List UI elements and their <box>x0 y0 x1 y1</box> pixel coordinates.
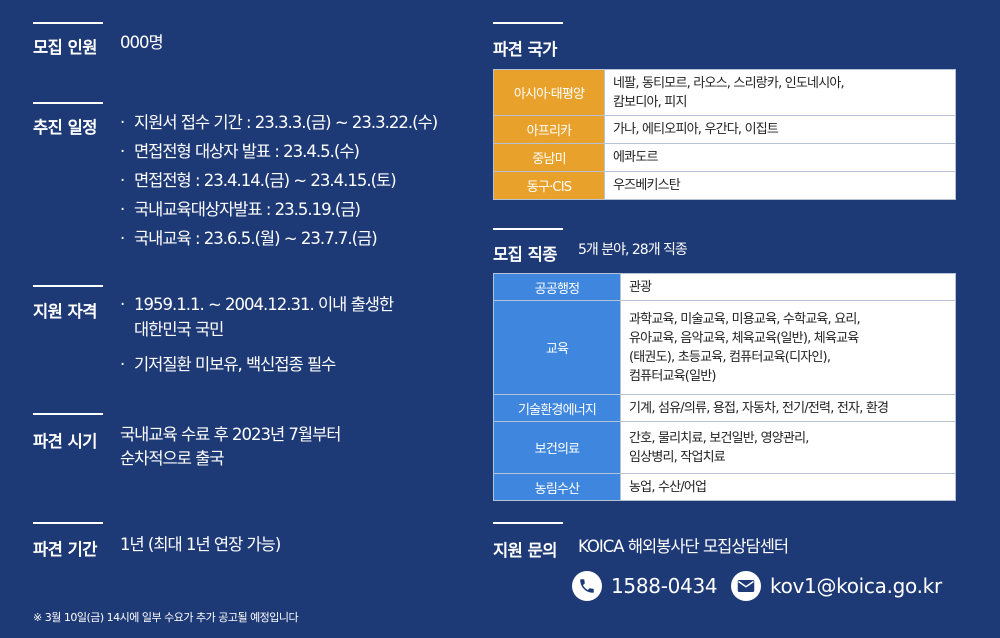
rule-schedule <box>33 102 103 104</box>
jobs-cell: 관광 <box>620 273 956 301</box>
rule-jobs <box>493 228 563 230</box>
dispatch-time-line: 국내교육 수료 후 2023년 7월부터 <box>120 425 341 444</box>
dispatch-period-value: 1년 (최대 1년 연장 가능) <box>120 535 281 554</box>
mail-icon <box>731 571 761 601</box>
email-address: kov1@koica.go.kr <box>770 574 942 598</box>
schedule-item: 면접전형 대상자 발표 : 23.4.5.(수) <box>120 137 437 166</box>
schedule-item: 국내교육 : 23.6.5.(월) ~ 23.7.7.(금) <box>120 224 437 253</box>
table-row: 아프리카 가나, 에티오피아, 우간다, 이집트 <box>493 115 956 144</box>
countries-table: 아시아·태평양 네팔, 동티모르, 라오스, 스리랑카, 인도네시아, 캄보디아… <box>493 69 956 200</box>
jobs-line: 간호, 물리치료, 보건일반, 영양관리, <box>629 430 809 446</box>
countries-cell: 우즈베키스탄 <box>604 171 956 200</box>
rule-qualification <box>33 285 103 287</box>
schedule-list: 지원서 접수 기간 : 23.3.3.(금) ~ 23.3.22.(수) 면접전… <box>120 108 438 253</box>
table-row: 기술환경에너지 기계, 섬유/의류, 용접, 자동차, 전기/전력, 전자, 환… <box>493 394 956 422</box>
jobs-line: 농업, 수산/어업 <box>629 479 707 495</box>
schedule-item: 지원서 접수 기간 : 23.3.3.(금) ~ 23.3.22.(수) <box>120 108 438 137</box>
jobs-line: 관광 <box>629 279 652 295</box>
field-cell: 농림수산 <box>493 473 621 501</box>
region-cell: 동구·CIS <box>493 171 605 200</box>
countries-cell: 네팔, 동티모르, 라오스, 스리랑카, 인도네시아, 캄보디아, 피지 <box>604 69 956 116</box>
table-row: 교육 과학교육, 미술교육, 미용교육, 수학교육, 요리, 유아교육, 음악교… <box>493 300 956 395</box>
table-row: 공공행정 관광 <box>493 273 956 301</box>
jobs-title: 모집 직종 <box>493 245 557 264</box>
rule-dispatch-time <box>33 413 103 415</box>
field-cell: 보건의료 <box>493 421 621 474</box>
dispatch-time-text: 국내교육 수료 후 2023년 7월부터 순차적으로 출국 <box>120 423 341 471</box>
jobs-line: 임상병리, 작업치료 <box>629 449 726 465</box>
qualification-list: 1959.1.1. ~ 2004.12.31. 이내 출생한 대한민국 국민 기… <box>120 292 394 377</box>
schedule-item: 국내교육대상자발표 : 23.5.19.(금) <box>120 195 437 224</box>
jobs-line: 과학교육, 미술교육, 미용교육, 수학교육, 요리, <box>629 311 861 327</box>
jobs-subtitle: 5개 분야, 28개 직종 <box>578 242 688 258</box>
countries-cell: 가나, 에티오피아, 우간다, 이집트 <box>604 115 956 144</box>
table-row: 농림수산 농업, 수산/어업 <box>493 473 956 501</box>
dispatch-time-line: 순차적으로 출국 <box>120 449 225 468</box>
phone-number: 1588-0434 <box>611 574 718 598</box>
inquiry-center: KOICA 해외봉사단 모집상담센터 <box>578 537 789 556</box>
jobs-cell: 간호, 물리치료, 보건일반, 영양관리, 임상병리, 작업치료 <box>620 421 956 474</box>
dispatch-time-title: 파견 시기 <box>33 432 97 451</box>
recruit-count-value: 000명 <box>120 33 164 52</box>
region-cell: 아프리카 <box>493 115 605 144</box>
footnote: ※ 3월 10일(금) 14시에 일부 수요가 추가 공고될 예정입니다 <box>33 611 299 624</box>
jobs-cell: 과학교육, 미술교육, 미용교육, 수학교육, 요리, 유아교육, 음악교육, … <box>620 300 956 395</box>
countries-line: 캄보디아, 피지 <box>613 94 687 110</box>
field-cell: 기술환경에너지 <box>493 394 621 422</box>
jobs-line: (태권도), 초등교육, 컴퓨터교육(디자인), <box>629 349 831 365</box>
dispatch-period-title: 파견 기간 <box>33 540 97 559</box>
jobs-table: 공공행정 관광 교육 과학교육, 미술교육, 미용교육, 수학교육, 요리, 유… <box>493 273 956 501</box>
table-row: 중남미 에콰도르 <box>493 143 956 172</box>
countries-cell: 에콰도르 <box>604 143 956 172</box>
qualification-title: 지원 자격 <box>33 302 97 321</box>
rule-dispatch-period <box>33 522 103 524</box>
jobs-line: 유아교육, 음악교육, 체육교육(일반), 체육교육 <box>629 330 859 346</box>
table-row: 아시아·태평양 네팔, 동티모르, 라오스, 스리랑카, 인도네시아, 캄보디아… <box>493 69 956 116</box>
rule-recruit <box>33 22 103 24</box>
inquiry-title: 지원 문의 <box>493 541 557 560</box>
table-row: 보건의료 간호, 물리치료, 보건일반, 영양관리, 임상병리, 작업치료 <box>493 421 956 474</box>
qualification-item: 1959.1.1. ~ 2004.12.31. 이내 출생한 <box>120 292 394 317</box>
field-cell: 공공행정 <box>493 273 621 301</box>
countries-line: 네팔, 동티모르, 라오스, 스리랑카, 인도네시아, <box>613 75 845 91</box>
jobs-cell: 기계, 섬유/의류, 용접, 자동차, 전기/전력, 전자, 환경 <box>620 394 956 422</box>
schedule-title: 추진 일정 <box>33 118 97 137</box>
table-row: 동구·CIS 우즈베키스탄 <box>493 171 956 200</box>
field-cell: 교육 <box>493 300 621 395</box>
jobs-line: 컴퓨터교육(일반) <box>629 368 716 384</box>
jobs-line: 기계, 섬유/의류, 용접, 자동차, 전기/전력, 전자, 환경 <box>629 400 889 416</box>
region-cell: 아시아·태평양 <box>493 69 605 116</box>
schedule-item: 면접전형 : 23.4.14.(금) ~ 23.4.15.(토) <box>120 166 437 195</box>
rule-inquiry <box>493 522 563 524</box>
email-contact[interactable]: kov1@koica.go.kr <box>731 571 942 601</box>
phone-contact[interactable]: 1588-0434 <box>572 571 718 601</box>
jobs-cell: 농업, 수산/어업 <box>620 473 956 501</box>
recruit-count-title: 모집 인원 <box>33 38 97 57</box>
countries-title: 파견 국가 <box>493 40 557 59</box>
qualification-item-cont: 대한민국 국민 <box>134 320 224 339</box>
qualification-item: 기저질환 미보유, 백신접종 필수 <box>120 352 393 377</box>
phone-icon <box>572 571 602 601</box>
rule-countries <box>493 22 563 24</box>
region-cell: 중남미 <box>493 143 605 172</box>
